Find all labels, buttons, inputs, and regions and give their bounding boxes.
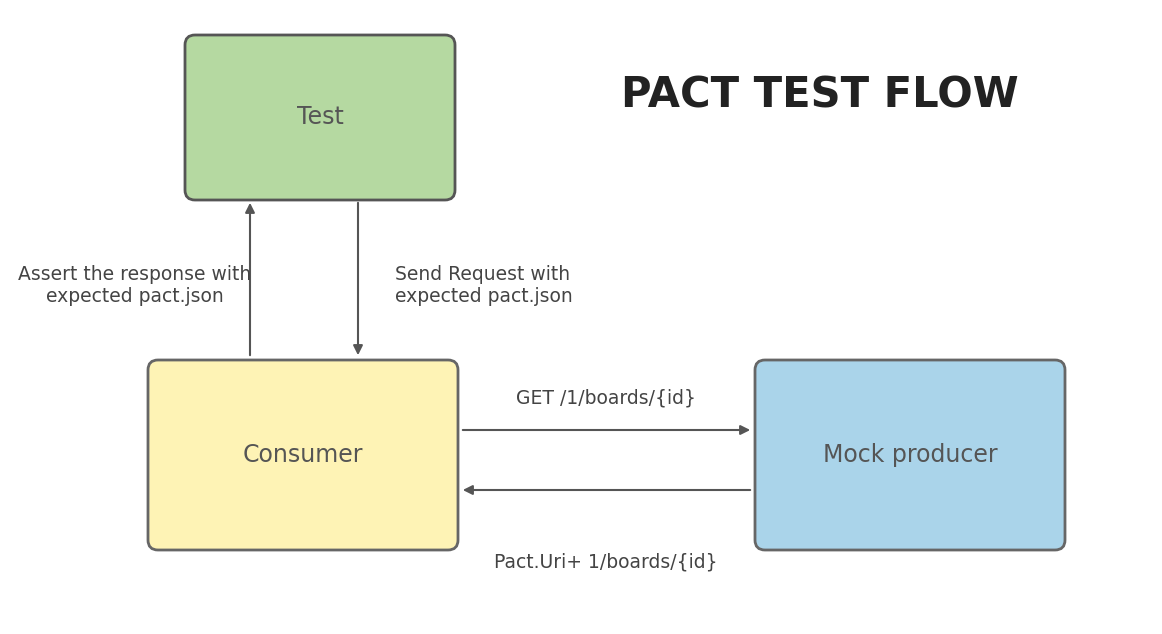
Text: Test: Test bbox=[296, 105, 344, 129]
FancyBboxPatch shape bbox=[185, 35, 456, 200]
Text: Consumer: Consumer bbox=[243, 443, 364, 467]
Text: Send Request with
expected pact.json: Send Request with expected pact.json bbox=[395, 264, 573, 306]
Text: PACT TEST FLOW: PACT TEST FLOW bbox=[622, 74, 1019, 116]
Text: Assert the response with
expected pact.json: Assert the response with expected pact.j… bbox=[19, 264, 252, 306]
FancyBboxPatch shape bbox=[148, 360, 458, 550]
Text: Pact.Uri+ 1/boards/{id}: Pact.Uri+ 1/boards/{id} bbox=[494, 552, 718, 571]
FancyBboxPatch shape bbox=[755, 360, 1066, 550]
Text: Mock producer: Mock producer bbox=[823, 443, 997, 467]
Text: GET /1/boards/{id}: GET /1/boards/{id} bbox=[516, 389, 696, 408]
